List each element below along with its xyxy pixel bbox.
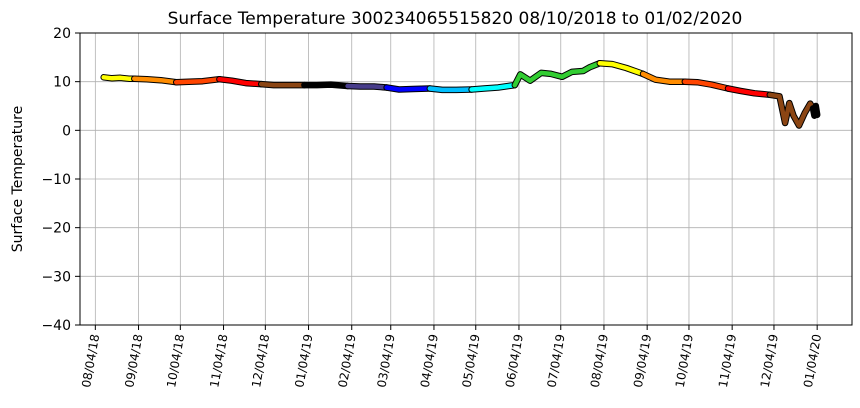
series-line [810,103,820,118]
x-tick-label: 09/04/18 [122,333,145,389]
grid-layer [80,32,852,326]
y-tick-label: 0 [62,123,71,139]
series-line [682,79,731,91]
series-line [512,60,603,88]
x-tick-label: 09/04/19 [631,333,654,389]
x-tick-label: 11/04/19 [716,333,739,389]
series-line [597,60,646,77]
x-tick-label: 01/04/19 [292,333,315,389]
x-tick-label: 12/04/19 [758,333,781,389]
y-tick-label: −30 [41,269,71,285]
x-tick-label: 12/04/18 [249,333,272,389]
y-tick-label: −20 [41,221,71,237]
y-tick-label: −10 [41,172,71,188]
x-tick-label: 10/04/19 [673,333,696,389]
x-tick-label: 11/04/18 [207,333,230,389]
series-line [384,85,433,92]
y-axis-label: Surface Temperature [10,106,26,252]
y-tick-label: −40 [41,318,71,334]
x-axis: 08/04/18 09/04/18 10/04/18 11/04/18 12/04/18… [79,325,824,389]
series-line [101,75,137,81]
chart-title: Surface Temperature 300234065515820 08/1… [168,9,743,29]
x-tick-label: 01/04/20 [801,333,824,389]
x-tick-label: 07/04/19 [545,333,568,389]
series-line [132,76,179,85]
series-line [640,71,688,84]
series-line [217,76,264,87]
y-axis: 20 10 0 −10 −20 −30 −40 [41,26,80,334]
x-tick-label: 08/04/19 [588,333,611,389]
x-tick-label: 02/04/19 [336,333,359,389]
x-tick-label: 08/04/18 [79,333,102,389]
x-tick-label: 04/04/19 [418,333,441,389]
series-layer [100,59,821,129]
series-line [258,81,307,88]
series-line [469,82,518,92]
x-tick-label: 03/04/19 [375,333,398,389]
x-tick-label: 06/04/19 [503,333,526,389]
series-line [345,83,389,90]
series-line [173,76,222,85]
series-line [427,86,474,93]
series-line [302,82,350,89]
x-tick-label: 05/04/19 [460,333,483,389]
y-tick-label: 20 [53,26,71,42]
series-line [725,86,773,98]
y-tick-label: 10 [53,75,71,91]
x-tick-label: 10/04/18 [164,333,187,389]
series-line [767,92,816,128]
